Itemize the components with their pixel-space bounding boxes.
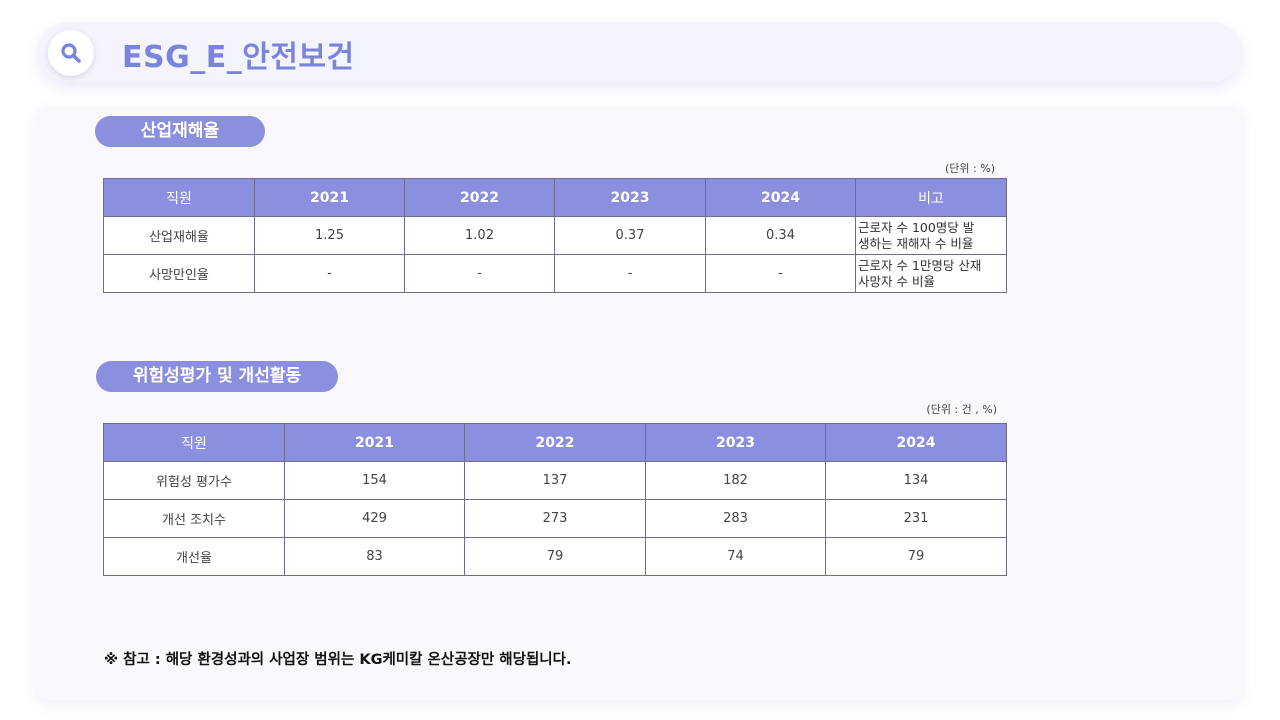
table-cell: 283 [645, 499, 826, 538]
column-header: 2021 [284, 423, 465, 462]
search-button[interactable] [48, 30, 94, 76]
note-line: 생하는 재해자 수 비율 [858, 235, 974, 251]
note-cell: 근로자 수 100명당 발 생하는 재해자 수 비율 [855, 216, 1007, 255]
injury-rate-table: 직원 2021 2022 2023 2024 비고 산업재해율 1.25 1.0… [103, 178, 1007, 293]
header-bar: ESG_E_안전보건 [38, 22, 1242, 82]
row-label: 개선 조치수 [103, 499, 285, 538]
table-cell: - [705, 254, 856, 293]
table-cell: 154 [284, 461, 465, 500]
table-cell: 273 [464, 499, 646, 538]
column-header: 직원 [103, 178, 255, 217]
table-row: 개선율 83 79 74 79 [103, 537, 1007, 576]
note-cell: 근로자 수 1만명당 산재 사망자 수 비율 [855, 254, 1007, 293]
note-line: 근로자 수 1만명당 산재 [858, 257, 982, 273]
row-label: 사망만인율 [103, 254, 255, 293]
table-cell: 74 [645, 537, 826, 576]
search-icon [61, 43, 81, 63]
table-cell: 137 [464, 461, 646, 500]
table-cell: 79 [464, 537, 646, 576]
table-row: 산업재해율 1.25 1.02 0.37 0.34 근로자 수 100명당 발 … [103, 216, 1007, 255]
unit-label-2: (단위 : 건 , %) [926, 403, 997, 416]
page-title: ESG_E_안전보건 [122, 40, 355, 75]
column-header: 2024 [705, 178, 856, 217]
row-label: 개선율 [103, 537, 285, 576]
column-header: 2021 [254, 178, 405, 217]
column-header: 2022 [404, 178, 555, 217]
table-row: 사망만인율 - - - - 근로자 수 1만명당 산재 사망자 수 비율 [103, 254, 1007, 293]
table-cell: 429 [284, 499, 465, 538]
table-cell: - [254, 254, 405, 293]
column-header: 2023 [645, 423, 826, 462]
table-header-row: 직원 2021 2022 2023 2024 [103, 423, 1007, 462]
row-label: 위험성 평가수 [103, 461, 285, 500]
table-cell: 231 [825, 499, 1007, 538]
column-header: 비고 [855, 178, 1007, 217]
note-line: 사망자 수 비율 [858, 273, 935, 289]
table-cell: 83 [284, 537, 465, 576]
table-row: 위험성 평가수 154 137 182 134 [103, 461, 1007, 500]
table-cell: 79 [825, 537, 1007, 576]
column-header: 직원 [103, 423, 285, 462]
table-cell: 0.34 [705, 216, 856, 255]
note-line: 근로자 수 100명당 발 [858, 219, 975, 235]
column-header: 2022 [464, 423, 646, 462]
table-cell: 134 [825, 461, 1007, 500]
table-cell: 1.25 [254, 216, 405, 255]
section-pill-risk-assessment: 위험성평가 및 개선활동 [96, 361, 338, 392]
table-cell: 0.37 [554, 216, 706, 255]
table-row: 개선 조치수 429 273 283 231 [103, 499, 1007, 538]
table-cell: 182 [645, 461, 826, 500]
section-pill-injury-rate: 산업재해율 [95, 116, 265, 147]
table-cell: 1.02 [404, 216, 555, 255]
table-header-row: 직원 2021 2022 2023 2024 비고 [103, 178, 1007, 217]
table-cell: - [554, 254, 706, 293]
row-label: 산업재해율 [103, 216, 255, 255]
footnote: ※ 참고 : 해당 환경성과의 사업장 범위는 KG케미칼 온산공장만 해당됩니… [104, 652, 572, 668]
column-header: 2023 [554, 178, 706, 217]
column-header: 2024 [825, 423, 1007, 462]
risk-assessment-table: 직원 2021 2022 2023 2024 위험성 평가수 154 137 1… [103, 423, 1007, 576]
table-cell: - [404, 254, 555, 293]
unit-label-1: (단위 : %) [945, 162, 995, 175]
